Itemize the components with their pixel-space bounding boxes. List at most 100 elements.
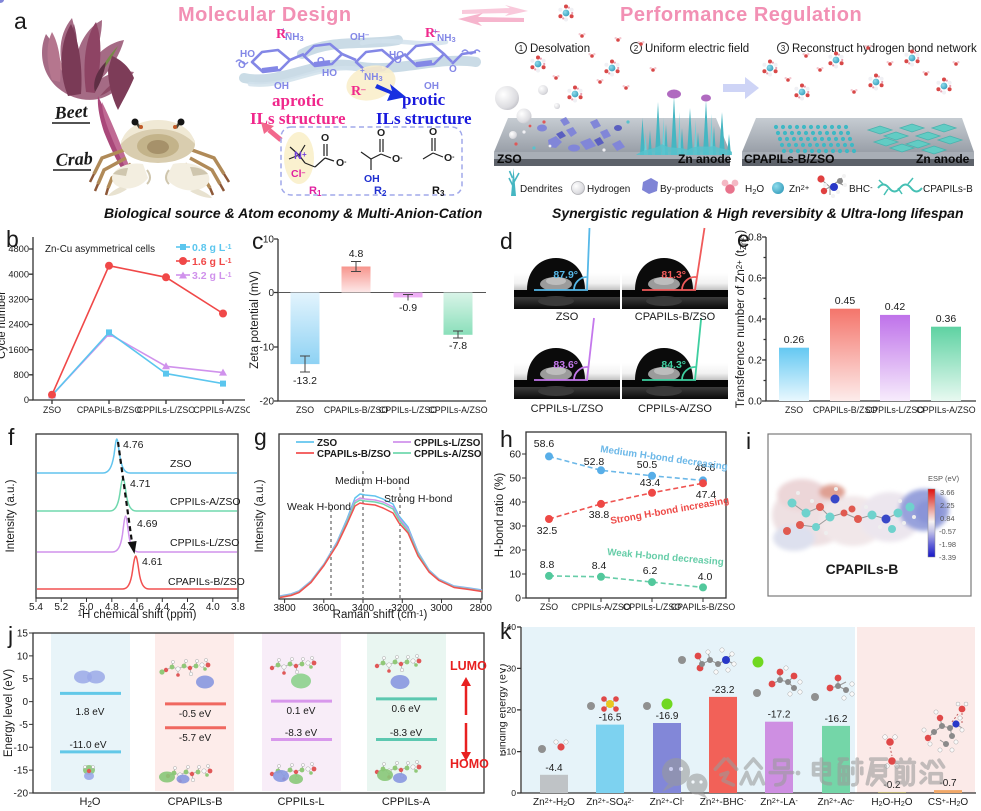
svg-text:Cycle number: Cycle number [0,291,8,359]
svg-text:0.6 eV: 0.6 eV [392,704,421,715]
svg-text:Intensity (a.u.): Intensity (a.u.) [5,479,17,552]
svg-text:4.0: 4.0 [698,571,713,583]
svg-text:O: O [394,55,402,66]
svg-text:Uniform electric field: Uniform electric field [645,43,749,55]
svg-text:CPAPILs-B/ZSO: CPAPILs-B/ZSO [324,405,389,415]
svg-text:-5.7 eV: -5.7 eV [179,733,212,744]
svg-text:-16.2: -16.2 [825,714,848,725]
svg-text:Zeta potential (mV): Zeta potential (mV) [249,271,261,369]
svg-text:5.4: 5.4 [29,602,43,613]
svg-text:1600: 1600 [8,345,29,355]
svg-text:-0.7: -0.7 [939,778,957,789]
svg-text:O: O [429,126,437,138]
svg-text:3800: 3800 [273,603,296,614]
svg-text:O: O [377,127,385,139]
svg-text:Zn anode: Zn anode [678,152,732,166]
svg-text:6.2: 6.2 [643,565,658,577]
svg-text:By-products: By-products [660,184,713,195]
svg-text:+: + [433,27,438,36]
svg-text:ESP (eV): ESP (eV) [928,474,960,483]
svg-text:30: 30 [509,521,521,533]
svg-text:-20: -20 [260,397,275,408]
svg-text:NH3: NH3 [437,33,456,44]
svg-text:O-: O- [336,157,347,169]
svg-text:H2O-H2O: H2O-H2O [871,797,912,808]
svg-text:+: + [360,66,365,75]
svg-text:-0.5 eV: -0.5 eV [179,709,212,720]
svg-text:-11.0 eV: -11.0 eV [69,740,106,751]
svg-text:5: 5 [22,674,28,685]
svg-text:-20: -20 [14,789,29,800]
svg-text:-3.39: -3.39 [939,553,956,562]
svg-text:Dendrites: Dendrites [520,184,563,195]
svg-text:-16.5: -16.5 [599,713,622,724]
svg-text:0: 0 [24,395,29,405]
svg-text:32.5: 32.5 [537,525,558,537]
svg-text:4.6: 4.6 [130,602,144,613]
svg-text:0: 0 [268,288,274,299]
svg-text:CPAPILs-B/ZSO: CPAPILs-B/ZSO [744,152,834,166]
svg-text:-0.9: -0.9 [399,302,417,314]
svg-text:-17.2: -17.2 [768,710,791,721]
svg-text:CPPILs-A: CPPILs-A [382,796,431,808]
svg-text:ILs structure: ILs structure [250,109,346,128]
svg-text:ZSO: ZSO [296,405,314,415]
svg-text:Weak H-bond decreasing: Weak H-bond decreasing [607,547,724,568]
svg-text:Zn2+: Zn2+ [789,183,810,195]
svg-text:BHC-: BHC- [849,183,873,195]
svg-text:5.2: 5.2 [54,602,68,613]
svg-text:CPAPILs-B: CPAPILs-B [168,796,223,808]
svg-text:8.8: 8.8 [540,559,555,571]
svg-text:-30: -30 [504,663,517,673]
svg-text:58.6: 58.6 [534,438,555,450]
svg-text:2800: 2800 [470,603,493,614]
svg-text:3200: 3200 [8,295,29,305]
svg-text:-10: -10 [14,743,29,754]
svg-text:1.6 g L-1: 1.6 g L-1 [192,256,232,268]
svg-text:Zn2+-SO42-: Zn2+-SO42- [586,797,634,808]
svg-text:800: 800 [13,370,29,380]
svg-text:-15: -15 [14,766,29,777]
svg-text:3.2 g L-1: 3.2 g L-1 [192,270,232,282]
svg-text:CPPILs-L: CPPILs-L [277,796,324,808]
svg-text:47.4: 47.4 [696,489,717,501]
svg-text:-8.3 eV: -8.3 eV [285,728,318,739]
svg-text:2.25: 2.25 [940,501,955,510]
svg-text:4.2: 4.2 [181,602,195,613]
svg-text:HO: HO [240,49,255,60]
svg-text:3600: 3600 [313,603,336,614]
svg-text:CPAPILs-B/ZSO: CPAPILs-B/ZSO [671,602,736,612]
svg-text:-16.9: -16.9 [656,711,679,722]
svg-text:0.42: 0.42 [885,301,906,313]
svg-text:3.66: 3.66 [940,488,955,497]
svg-text:CPPILs-L/ZSO: CPPILs-L/ZSO [170,537,239,549]
svg-text:ZSO: ZSO [556,311,579,323]
svg-text:R1: R1 [309,185,322,198]
svg-text:CPPILs-L/ZSO: CPPILs-L/ZSO [623,602,681,612]
svg-text:2: 2 [634,44,639,53]
svg-text:HO: HO [322,68,337,79]
svg-text:CPPILs-A/ZSO: CPPILs-A/ZSO [916,405,975,415]
svg-text:Zn anode: Zn anode [916,152,970,166]
svg-text:1: 1 [519,44,524,53]
svg-text:3.8: 3.8 [231,602,245,613]
svg-text:3000: 3000 [430,603,453,614]
svg-text:Beet: Beet [53,101,89,123]
svg-text:Zn2+-BHC-: Zn2+-BHC- [700,797,747,808]
svg-text:4.71: 4.71 [130,478,151,490]
svg-text:3200: 3200 [391,603,414,614]
svg-text:+: + [281,26,286,35]
svg-text:Energy level (eV): Energy level (eV) [3,669,15,757]
svg-text:0.8 g L-1: 0.8 g L-1 [192,242,232,254]
svg-text:H2O: H2O [80,796,101,809]
svg-text:CPPILs-L/ZSO: CPPILs-L/ZSO [414,438,481,449]
svg-text:0.8: 0.8 [748,233,762,244]
svg-text:4.61: 4.61 [142,556,163,568]
svg-text:2400: 2400 [8,320,29,330]
svg-text:48.6: 48.6 [695,462,716,474]
svg-text:Zn-Cu asymmetrical cells: Zn-Cu asymmetrical cells [45,244,155,255]
svg-text:Binding energy (eV): Binding energy (eV) [500,664,509,757]
svg-text:-4.4: -4.4 [545,763,563,774]
svg-text:0: 0 [511,788,516,798]
svg-text:50.5: 50.5 [637,459,658,471]
